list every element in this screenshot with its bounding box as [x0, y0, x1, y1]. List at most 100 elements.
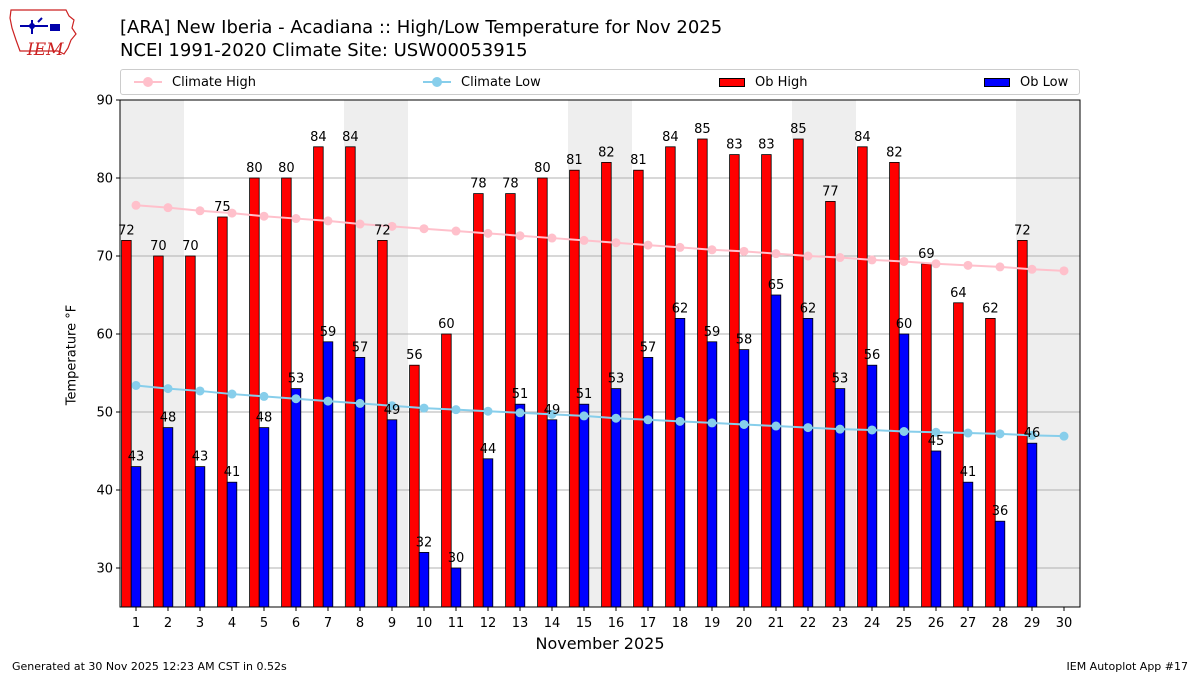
ob-high-bar: [537, 177, 548, 608]
ob-low-bar: [994, 520, 1006, 608]
climate-low-point: [931, 427, 941, 437]
ob-low-bar: [226, 481, 238, 608]
ob-high-bar-label: 78: [502, 177, 519, 192]
climate-high-point: [131, 200, 141, 210]
climate-high-point: [803, 251, 813, 261]
x-tick-label: 24: [864, 616, 881, 631]
climate-low-point: [1027, 430, 1037, 440]
ob-high-bar-label: 69: [918, 247, 935, 262]
climate-low-point: [291, 394, 301, 404]
ob-high-bar-label: 77: [822, 184, 839, 199]
legend-item-climate-high: Climate High: [134, 70, 256, 94]
ob-low-bar-label: 48: [160, 411, 177, 426]
ob-high-bar: [441, 333, 452, 608]
ob-low-bar: [418, 552, 430, 608]
ob-high-bar: [249, 177, 260, 608]
chart-title: [ARA] New Iberia - Acadiana :: High/Low …: [120, 17, 723, 38]
ob-high-bar-label: 75: [214, 200, 231, 215]
climate-low-point: [195, 386, 205, 396]
y-tick-label: 60: [96, 328, 113, 343]
bar-value-labels: 72 70 70 75 80 80 84 84 72 56 60 78 78 80 81 82 81 84 85 83…: [118, 122, 1040, 566]
ob-low-bar: [738, 349, 750, 608]
y-tick-label: 70: [96, 250, 113, 265]
ob-low-bar-label: 36: [992, 504, 1009, 519]
x-tick-label: 9: [388, 616, 396, 631]
ob-high-bar: [633, 169, 644, 608]
x-tick-label: 1: [132, 616, 140, 631]
ob-high-bar-label: 72: [374, 223, 391, 238]
ob-low-swatch-icon: [984, 77, 1010, 87]
ob-low-bar: [162, 427, 174, 608]
iowa-map-icon: [9, 9, 77, 55]
climate-low-point: [323, 396, 333, 406]
climate-low-point: [675, 416, 685, 426]
x-tick-label: 30: [1056, 616, 1073, 631]
climate-low-point: [163, 384, 173, 394]
ob-low-bar-label: 43: [192, 450, 209, 465]
climate-high-point: [963, 260, 973, 270]
ob-low-bar-label: 49: [544, 403, 561, 418]
climate-high-point: [515, 231, 525, 241]
ob-high-bar-label: 84: [310, 130, 327, 145]
ob-low-bar: [706, 341, 718, 608]
ob-high-bar: [953, 302, 964, 608]
ob-low-bar-label: 62: [800, 301, 817, 316]
ob-high-bar: [761, 154, 772, 608]
ob-high-bar-label: 82: [598, 145, 615, 160]
ob-low-bar: [482, 458, 494, 608]
climate-low-point: [515, 408, 525, 418]
ob-low-bar: [642, 356, 654, 608]
x-tick-label: 8: [356, 616, 364, 631]
ob-high-bar: [313, 146, 324, 608]
ob-high-bar-label: 72: [1014, 223, 1031, 238]
ob-high-bar-label: 70: [182, 239, 199, 254]
climate-low-point: [899, 427, 909, 436]
climate-high-point: [483, 228, 493, 238]
x-axis-label: November 2025: [535, 634, 665, 653]
ob-high-bar: [217, 216, 228, 608]
ob-high-bar-label: 84: [662, 130, 679, 145]
ob-low-bar-label: 53: [832, 372, 849, 387]
ob-low-bar-label: 56: [864, 348, 881, 363]
ob-high-bar-label: 62: [982, 301, 999, 316]
ob-low-bar: [898, 333, 910, 608]
ob-low-bar: [770, 294, 782, 608]
x-tick-label: 21: [768, 616, 785, 631]
climate-high-point: [579, 235, 589, 245]
ob-high-bar-label: 70: [150, 239, 167, 254]
ob-high-bar: [185, 255, 196, 608]
generated-timestamp: Generated at 30 Nov 2025 12:23 AM CST in…: [12, 660, 287, 673]
climate-low-point: [355, 398, 365, 408]
ob-high-bar-label: 83: [726, 138, 743, 153]
ob-high-swatch-icon: [719, 77, 745, 87]
x-tick-label: 2: [164, 616, 172, 631]
climate-low-point: [835, 424, 845, 434]
ob-high-bar: [665, 146, 676, 608]
iem-logo: IEM: [8, 6, 80, 60]
climate-low-point: [867, 425, 877, 435]
x-tick-label: 19: [704, 616, 721, 631]
ob-low-bar: [290, 388, 302, 608]
x-tick-label: 13: [512, 616, 529, 631]
x-tick-label: 12: [480, 616, 497, 631]
climate-high-point: [707, 245, 717, 255]
climate-high-point: [291, 214, 301, 224]
ob-low-bar-label: 45: [928, 434, 945, 449]
ob-high-bar-label: 84: [854, 130, 871, 145]
climate-lines: [131, 200, 1069, 441]
climate-low-point: [1059, 431, 1069, 441]
climate-high-point: [739, 246, 749, 256]
ob-low-bar-label: 59: [320, 325, 337, 340]
climate-high-line: [135, 204, 1065, 272]
x-tick-label: 18: [672, 616, 689, 631]
climate-low-point: [771, 421, 781, 431]
x-tick-label: 14: [544, 616, 561, 631]
ob-high-bar-label: 82: [886, 145, 903, 160]
climate-low-point: [227, 389, 237, 399]
x-tick-label: 29: [1024, 616, 1041, 631]
climate-low-point: [995, 429, 1005, 439]
climate-low-point: [387, 401, 397, 411]
ob-high-bar: [857, 146, 868, 608]
ob-high-bar: [121, 239, 132, 608]
